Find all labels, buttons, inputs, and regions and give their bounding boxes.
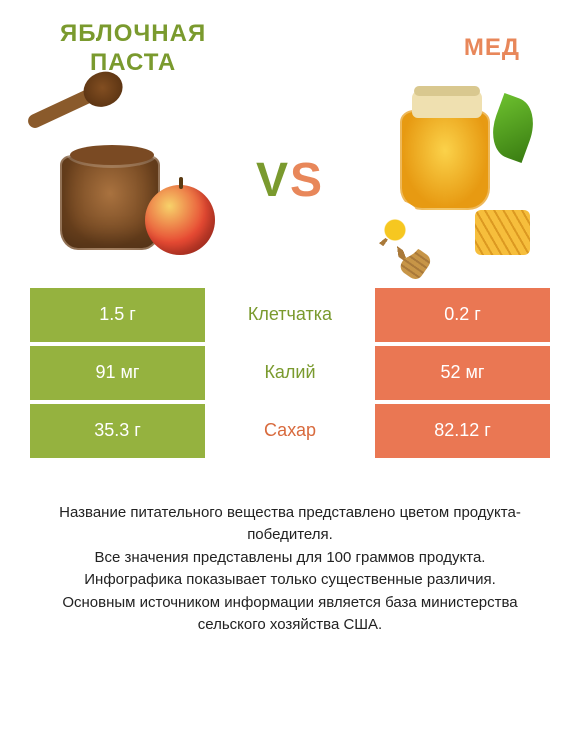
- footer-line: Основным источником информации является …: [30, 592, 550, 637]
- images-row: VS: [0, 88, 580, 288]
- cell-right: 0.2 г: [375, 288, 550, 342]
- cell-label: Клетчатка: [205, 288, 375, 342]
- footer-line: Название питательного вещества представл…: [30, 502, 550, 547]
- apple-paste-image: [40, 100, 220, 260]
- footer-line: Все значения представлены для 100 граммо…: [30, 547, 550, 570]
- cell-left: 91 мг: [30, 346, 205, 400]
- footer-line: Инфографика показывает только существенн…: [30, 569, 550, 592]
- title-right: МЕД: [464, 34, 520, 78]
- footer-note: Название питательного вещества представл…: [0, 462, 580, 637]
- table-row: 35.3 г Сахар 82.12 г: [30, 404, 550, 458]
- vs-letter-s: S: [290, 154, 324, 207]
- cell-left: 35.3 г: [30, 404, 205, 458]
- table-row: 91 мг Калий 52 мг: [30, 346, 550, 400]
- title-left: ЯБЛОЧНАЯ ПАСТА: [60, 20, 206, 78]
- vs-badge: VS: [256, 153, 324, 208]
- header: ЯБЛОЧНАЯ ПАСТА МЕД: [0, 0, 580, 88]
- cell-left: 1.5 г: [30, 288, 205, 342]
- vs-letter-v: V: [256, 154, 290, 207]
- cell-label: Сахар: [205, 404, 375, 458]
- cell-label: Калий: [205, 346, 375, 400]
- cell-right: 82.12 г: [375, 404, 550, 458]
- cell-right: 52 мг: [375, 346, 550, 400]
- honey-image: [360, 100, 540, 260]
- table-row: 1.5 г Клетчатка 0.2 г: [30, 288, 550, 342]
- comparison-table: 1.5 г Клетчатка 0.2 г 91 мг Калий 52 мг …: [0, 288, 580, 458]
